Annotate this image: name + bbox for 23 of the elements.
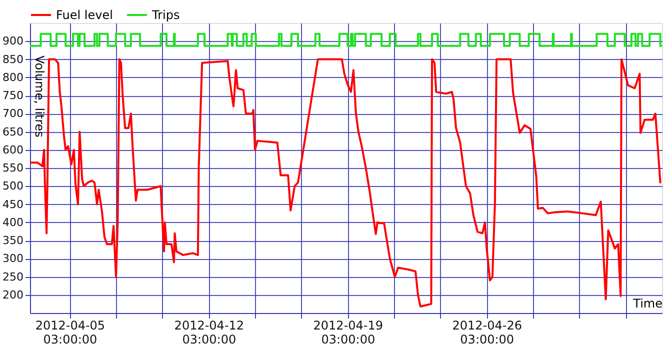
x-tick-label: 2012-04-12 03:00:00 [174,318,244,346]
y-tick-label: 900 [2,34,24,48]
y-tick-label: 600 [2,143,24,156]
x-tick-label: 2012-04-05 03:00:00 [35,318,106,346]
y-tick-label: 250 [2,270,24,284]
y-tick-label: 550 [2,162,24,174]
y-tick-label: 850 [2,52,24,66]
x-axis-title: Time [632,296,662,310]
y-tick-label: 500 [2,180,24,193]
y-tick-label: 450 [2,198,24,211]
y-tick-label: 200 [2,288,24,302]
y-tick-label: 650 [2,125,24,138]
y-tick-label: 400 [2,216,24,229]
x-tick-label: 2012-04-26 03:00:00 [452,318,522,346]
legend-label: Trips [151,8,180,22]
y-tick-label: 750 [2,89,24,102]
x-tick-label: 2012-04-19 03:00:00 [313,318,384,346]
y-tick-label: 350 [2,234,24,247]
y-axis-title: Volume, litres [32,56,46,138]
y-tick-label: 800 [2,70,24,84]
y-tick-label: 700 [2,107,24,120]
legend-label: Fuel level [56,8,113,22]
y-tick-label: 300 [2,252,24,266]
